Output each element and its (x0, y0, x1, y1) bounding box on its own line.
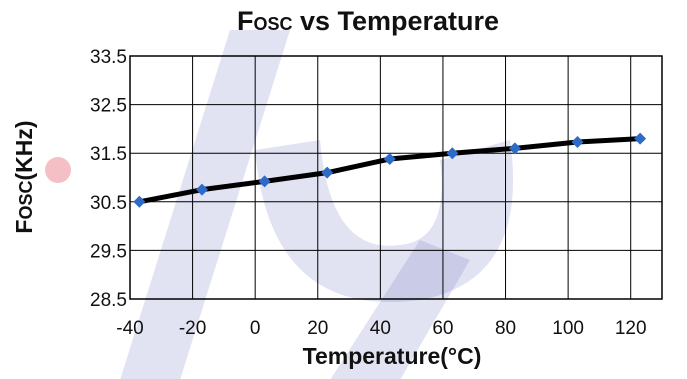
data-point (634, 132, 647, 145)
x-tick-label: -40 (116, 318, 143, 339)
x-axis-label: Temperature(°C) (303, 343, 482, 369)
data-point (508, 142, 521, 155)
y-axis-label: FOSC(KHz) (11, 120, 37, 233)
x-tick-label: 100 (552, 318, 584, 339)
series (133, 132, 647, 208)
y-tick-label: 30.5 (90, 193, 127, 214)
x-tick-label: 0 (250, 318, 261, 339)
y-tick-label: 28.5 (90, 290, 127, 311)
x-tick-label: 20 (307, 318, 328, 339)
watermark (45, 30, 514, 379)
data-point (571, 136, 584, 149)
y-label-main: F (11, 220, 37, 234)
plot-area-border (129, 55, 663, 300)
data-point (446, 147, 459, 160)
y-tick-label: 32.5 (90, 96, 127, 117)
chart-title: FOSC vs Temperature (237, 6, 499, 36)
title-sub: OSC (253, 14, 292, 34)
y-tick-label: 33.5 (90, 47, 127, 68)
data-point (133, 195, 146, 208)
y-tick-label: 31.5 (90, 144, 127, 165)
title-rest: vs Temperature (292, 6, 499, 36)
y-label-rest: (KHz) (11, 120, 37, 180)
x-tick-label: 120 (615, 318, 647, 339)
y-label-sub: OSC (16, 180, 36, 219)
x-tick-label: 80 (495, 318, 516, 339)
data-point (258, 175, 271, 188)
x-tick-label: 60 (432, 318, 453, 339)
data-point (195, 183, 208, 196)
x-tick-label: -20 (179, 318, 206, 339)
x-tick-label: 40 (370, 318, 391, 339)
tick-labels: -40 -20 0 20 40 60 80 100 120 28.5 29.5 30.5 31.5 32.… (90, 47, 647, 339)
y-tick-label: 29.5 (90, 241, 127, 262)
data-point (321, 166, 334, 179)
title-main: F (237, 6, 254, 36)
data-point (383, 153, 396, 166)
